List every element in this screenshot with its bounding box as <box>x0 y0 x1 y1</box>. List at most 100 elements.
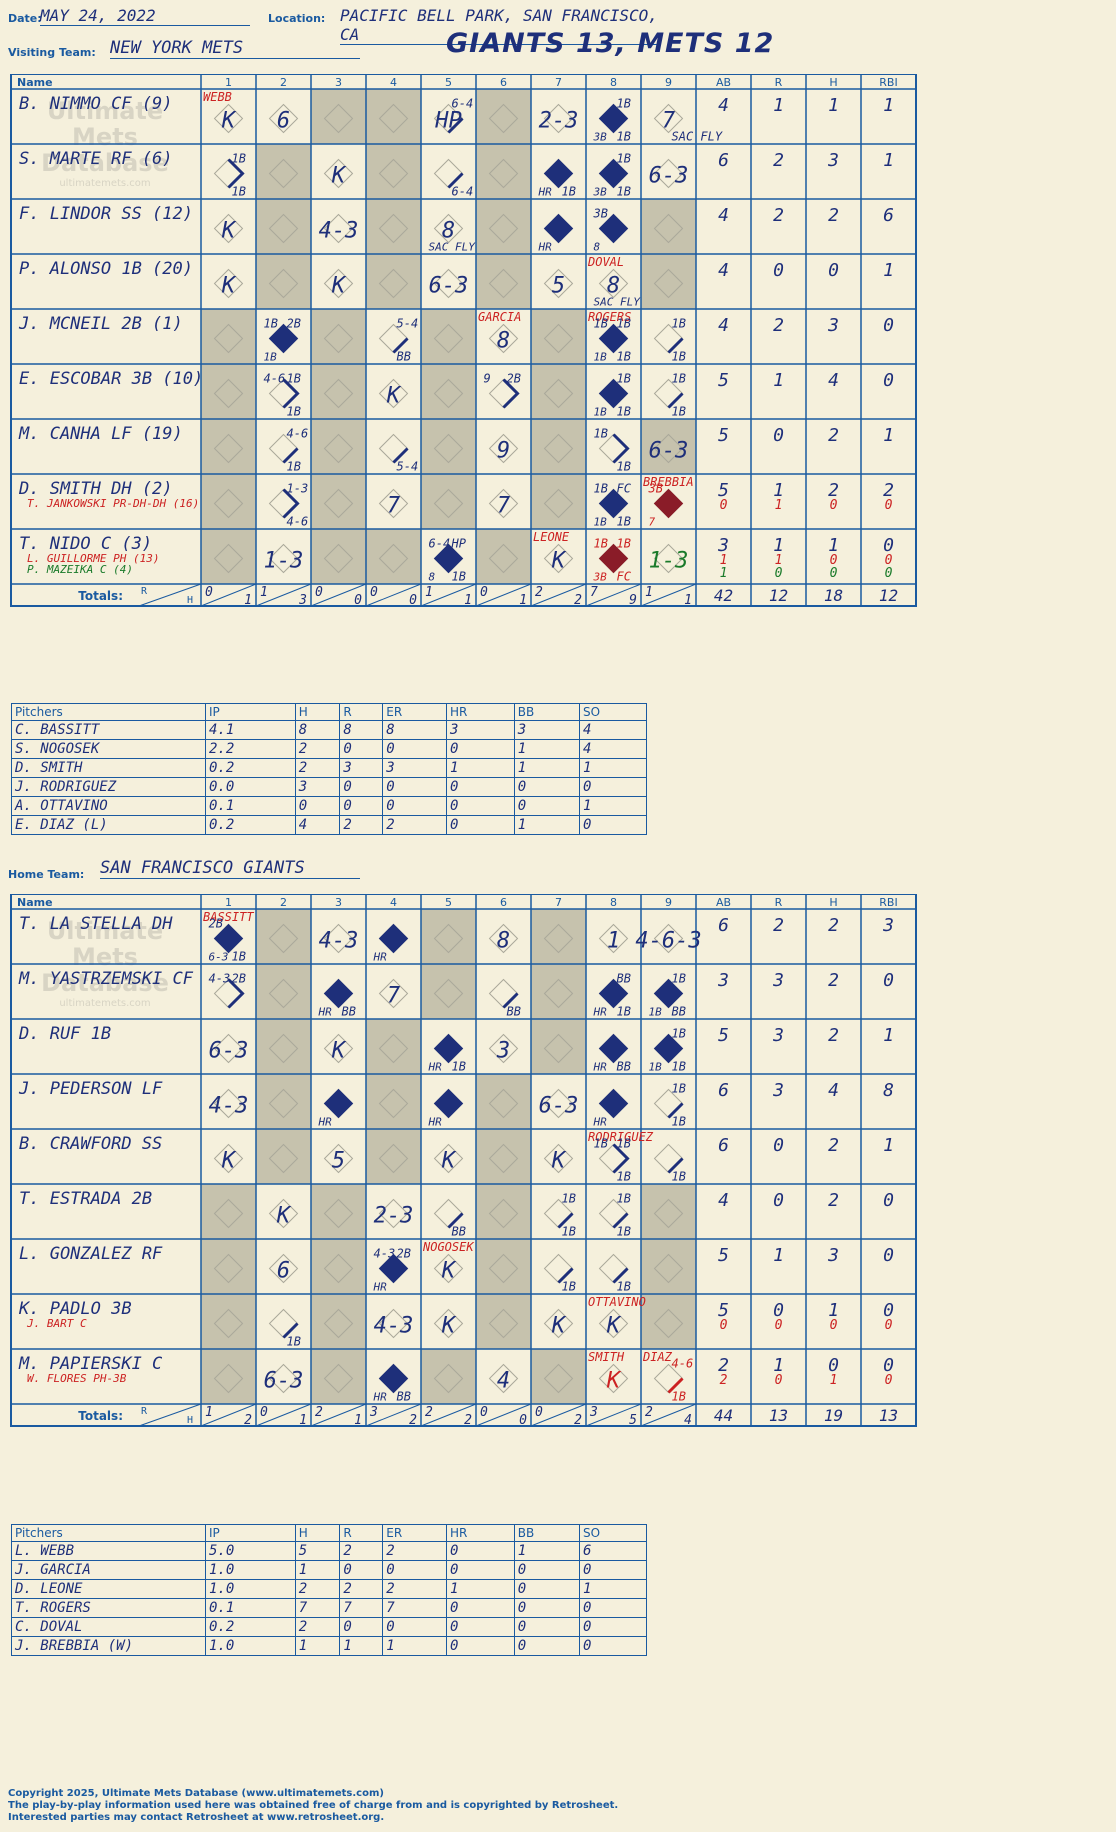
totals-runs-label: R <box>141 1406 148 1417</box>
cell-note: 1B <box>672 1170 686 1184</box>
totals-divider <box>585 583 642 607</box>
cell-note: 5-4 <box>397 317 419 331</box>
inning-cell <box>311 1184 366 1239</box>
inning-runs: 3 <box>369 1405 378 1420</box>
basepath-line <box>612 1143 630 1174</box>
player-stat: 1 <box>720 566 728 581</box>
inning-cell <box>201 254 256 309</box>
cell-note: 3B <box>593 207 608 221</box>
inning-cell <box>366 474 421 529</box>
run-scored-diamond <box>598 978 629 1009</box>
inning-cell <box>421 144 476 199</box>
inning-cell <box>366 144 421 199</box>
player-stat: 4 <box>718 1190 729 1211</box>
home-team-name: SAN FRANCISCO GIANTS <box>100 858 360 879</box>
play-result: 1 <box>607 929 620 954</box>
cell-note: 1B <box>617 1280 631 1294</box>
pitcher-stat: 0.0 <box>205 777 296 797</box>
inning-runs: 0 <box>535 1405 543 1420</box>
base-diamond <box>488 1088 519 1119</box>
play-result: K <box>331 274 347 299</box>
pitcher-stat: 0 <box>513 1636 581 1656</box>
basepath-line <box>667 337 684 354</box>
base-diamond <box>653 268 684 299</box>
player-stat: 0 <box>883 370 894 391</box>
pitcher-stat: 0 <box>446 1617 515 1637</box>
base-diamond <box>653 1253 684 1284</box>
pitcher-row: A. OTTAVINO 0.1 0 0 0 0 0 1 <box>11 796 647 816</box>
cell-note: HR <box>318 1006 333 1019</box>
watermark-text: Ultimate <box>47 97 163 125</box>
play-result: 4 <box>497 1369 510 1394</box>
cell-note: 1B <box>617 1192 631 1206</box>
inning-cell <box>311 419 366 474</box>
run-scored-diamond <box>653 488 684 519</box>
run-scored-diamond <box>543 158 574 189</box>
totals-divider <box>365 583 422 607</box>
player-stat: 3 <box>772 1025 784 1046</box>
inning-cell <box>476 364 531 419</box>
pitcher-stat: 1 <box>513 739 581 759</box>
run-scored-diamond <box>598 1088 629 1119</box>
inning-runs: 1 <box>645 585 653 600</box>
cell-note: 2B <box>232 972 246 986</box>
cell-note: 9 <box>484 372 491 386</box>
inning-cell <box>366 964 421 1019</box>
base-diamond <box>323 1308 354 1339</box>
cell-note: 3B <box>593 571 608 584</box>
inning-cell <box>366 1019 421 1074</box>
basepath-line <box>447 117 464 134</box>
pitchers-header-cell: ER <box>382 1524 448 1542</box>
totals-divider <box>585 1403 642 1427</box>
column-header-inning: 1 <box>225 76 232 89</box>
team-total-stat: 13 <box>879 1406 898 1425</box>
inning-cell <box>311 364 366 419</box>
base-diamond <box>378 1308 409 1339</box>
totals-divider <box>530 583 587 607</box>
run-scored-diamond <box>433 1033 464 1064</box>
pitching-change-note: WEBB <box>203 90 232 104</box>
run-scored-diamond <box>598 543 629 574</box>
play-result: K <box>441 1314 457 1339</box>
cell-note: 1B <box>287 1335 301 1349</box>
pitcher-stat: 0 <box>382 777 448 797</box>
watermark-text: Mets <box>72 943 138 971</box>
basepath-line <box>282 447 299 464</box>
totals-runs-label: R <box>141 586 148 597</box>
pitcher-stat: 2 <box>294 1617 341 1637</box>
base-diamond <box>488 923 519 954</box>
player-stat: 0 <box>775 566 783 581</box>
player-stat: 4 <box>718 260 729 281</box>
inning-hits: 2 <box>574 593 582 608</box>
cell-note: 8 <box>594 241 601 254</box>
base-diamond <box>543 488 574 519</box>
base-diamond <box>653 543 684 574</box>
base-diamond <box>543 978 574 1009</box>
base-diamond <box>653 1198 684 1229</box>
basepath-line <box>612 1212 629 1229</box>
player-stat: 1 <box>773 480 784 501</box>
inning-cell <box>256 529 311 584</box>
play-result: K <box>441 1149 457 1174</box>
inning-cell <box>256 89 311 144</box>
base-diamond <box>323 158 354 189</box>
totals-divider <box>420 583 477 607</box>
pitchers-header-cell: R <box>339 703 384 721</box>
base-diamond <box>323 543 354 574</box>
basepath-line <box>667 1157 684 1174</box>
inning-cell <box>641 254 696 309</box>
pitcher-name: D. LEONE <box>11 1579 206 1599</box>
cell-note: 3B <box>593 186 608 199</box>
base-diamond <box>323 1033 354 1064</box>
column-header-inning: 9 <box>665 76 672 89</box>
player-stat: 3 <box>827 1245 839 1266</box>
base-diamond <box>543 323 574 354</box>
pitchers-header-cell: R <box>339 1524 384 1542</box>
inning-cell <box>311 1349 366 1404</box>
cell-note: 4-6 <box>264 372 286 386</box>
inning-cell <box>641 419 696 474</box>
player-stat: 5 <box>718 425 729 446</box>
cell-note: 1B <box>672 972 686 986</box>
play-result: 6-3 <box>209 1039 249 1064</box>
pitcher-stat: 2 <box>382 815 448 835</box>
